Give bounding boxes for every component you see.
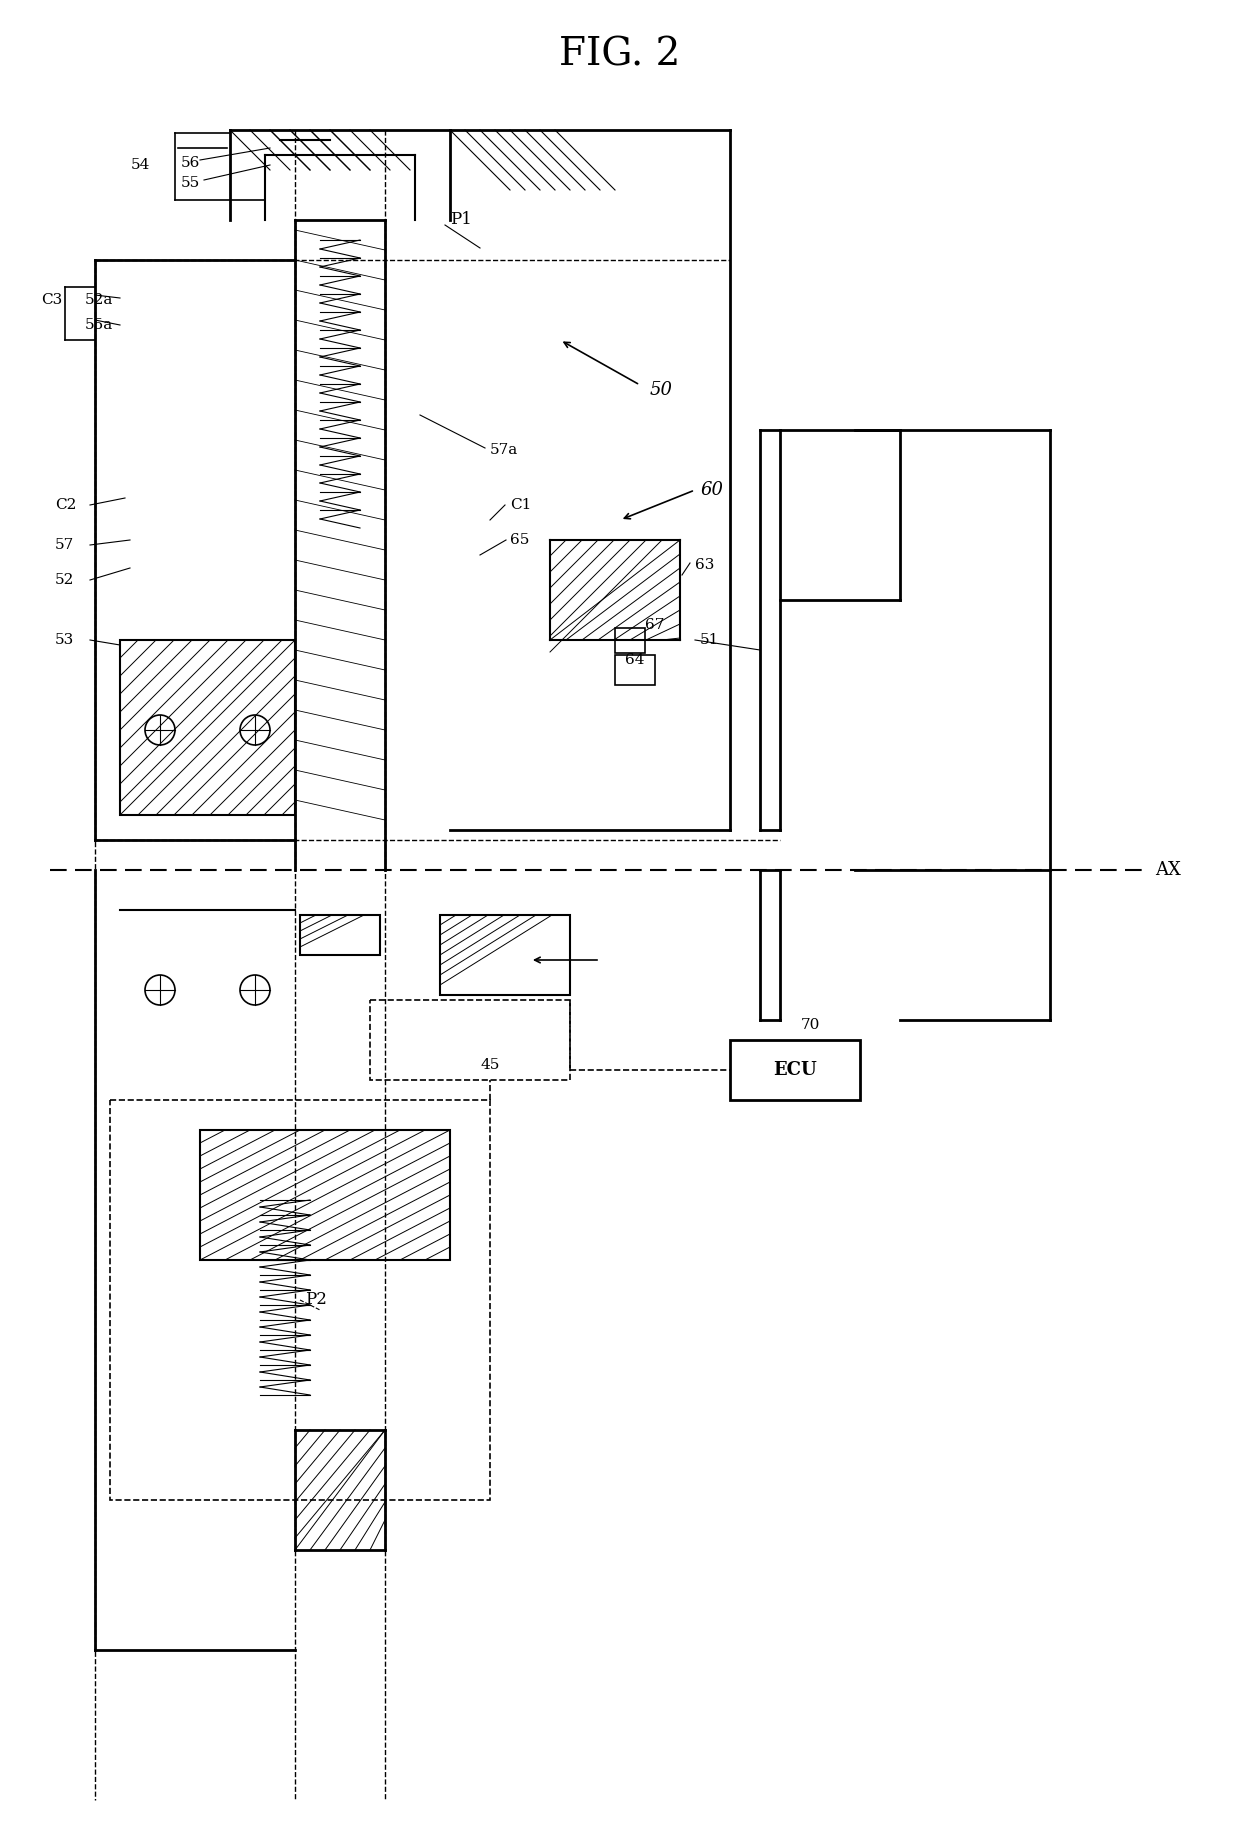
Text: 57a: 57a [490,443,518,456]
Text: 50: 50 [650,380,673,399]
Text: C1: C1 [510,499,532,512]
Text: P1: P1 [450,212,472,229]
Text: ECU: ECU [773,1060,817,1079]
Text: 65: 65 [510,534,529,547]
Text: 60: 60 [701,480,723,499]
Text: 55: 55 [181,175,200,190]
Text: 54: 54 [130,159,150,172]
Bar [440,914,570,996]
Text: C2: C2 [55,499,77,512]
Text: C3: C3 [41,294,63,307]
Text: 53: 53 [55,634,74,646]
Text: 70: 70 [800,1018,820,1032]
Text: AX: AX [1154,861,1180,879]
Text: 52: 52 [55,573,74,587]
Text: 45: 45 [480,1058,500,1071]
Bar [730,1040,861,1101]
Bar [120,641,295,815]
Text: 51: 51 [701,634,719,646]
Bar [300,914,379,955]
Text: 64: 64 [625,654,645,667]
Text: 67: 67 [645,619,665,632]
Bar [110,1101,490,1500]
Text: 63: 63 [694,558,714,573]
Text: 56: 56 [181,155,200,170]
Bar [370,999,570,1080]
Text: 52a: 52a [86,294,113,307]
Text: 57: 57 [55,537,74,552]
Bar [615,656,655,685]
Bar [615,628,645,654]
Text: 55a: 55a [86,318,113,332]
Text: P2: P2 [305,1291,327,1308]
Text: FIG. 2: FIG. 2 [559,37,681,74]
Bar [200,1130,450,1260]
